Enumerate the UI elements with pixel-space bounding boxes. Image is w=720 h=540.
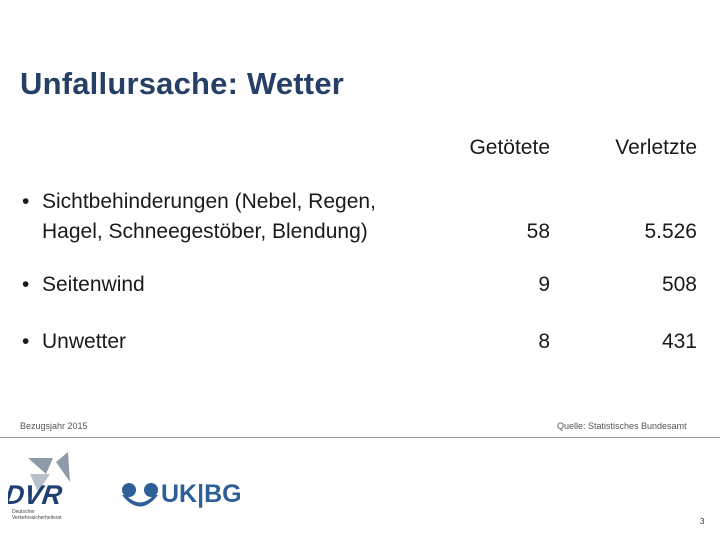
row-label-line: Hagel, Schneegestöber, Blendung) <box>42 220 368 243</box>
bullet-marker: • <box>22 273 30 296</box>
ukbg-logo-figure <box>122 483 136 497</box>
dvr-logo-mark <box>56 452 70 482</box>
dvr-logo: DVR <box>8 452 70 510</box>
ukbg-logo-figure <box>144 483 158 497</box>
bullet-marker: • <box>22 190 30 213</box>
dvr-logo-mark <box>28 458 53 474</box>
ukbg-logo-figure <box>122 495 158 507</box>
footer-divider <box>0 437 720 438</box>
source-note: Quelle: Statistisches Bundesamt <box>557 421 687 431</box>
dvr-logo-text: DVR <box>8 479 65 510</box>
column-header-injured: Verletzte <box>615 136 697 159</box>
row-label: Seitenwind <box>42 273 145 296</box>
row-label: Unwetter <box>42 330 127 353</box>
row-label: Sichtbehinderungen (Nebel, Regen, Hagel,… <box>42 187 442 247</box>
page-number: 3 <box>700 517 705 526</box>
ukbg-logo-text: UK|BG <box>161 480 242 508</box>
bullet-marker: • <box>22 330 30 353</box>
killed-value: 9 <box>538 273 550 296</box>
killed-value: 58 <box>526 220 550 243</box>
page-title: Unfallursache: Wetter <box>20 66 345 101</box>
injured-value: 431 <box>661 330 697 353</box>
injured-value: 508 <box>661 273 697 296</box>
dvr-logo-mark <box>30 474 50 492</box>
ukbg-logo <box>122 483 158 507</box>
killed-value: 8 <box>538 330 550 353</box>
injured-value: 5.526 <box>644 220 697 243</box>
row-label-line: Sichtbehinderungen (Nebel, Regen, <box>42 190 376 213</box>
reference-year: Bezugsjahr 2015 <box>20 421 88 431</box>
column-header-killed: Getötete <box>469 136 550 159</box>
dvr-logo-subtitle: Deutscher Verkehrssicherheitsrat <box>12 509 62 521</box>
